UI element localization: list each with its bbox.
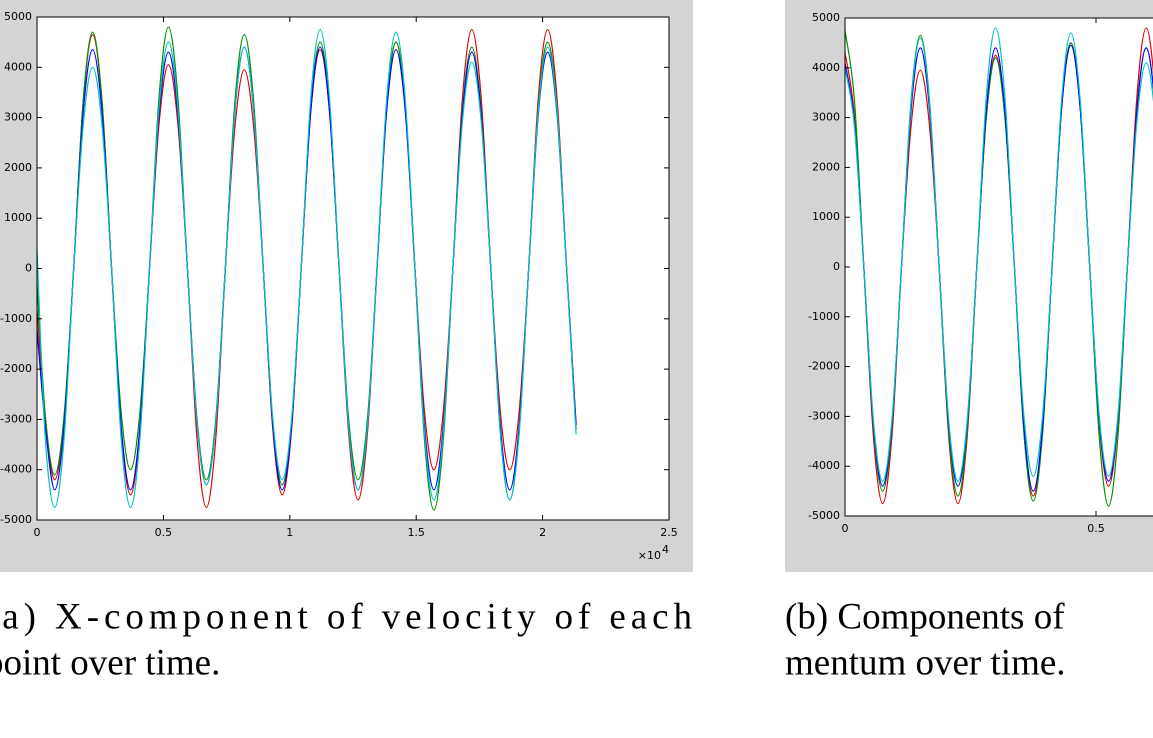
- x-multiplier: ×10: [638, 549, 661, 562]
- x-tick-label: 1.5: [407, 526, 425, 539]
- plot-area: [845, 18, 1153, 516]
- y-tick-label: 1000: [4, 211, 32, 224]
- axes-box: [36, 16, 670, 521]
- x-tick-label: 2.5: [660, 526, 678, 539]
- y-tick-label: -3000: [0, 412, 32, 425]
- y-tick-label: -5000: [0, 513, 32, 526]
- x-tick-label: 0: [34, 526, 41, 539]
- caption: (b) Components of: [785, 596, 1065, 637]
- x-multiplier-exponent: 4: [662, 543, 669, 556]
- plot-lines: [845, 27, 1153, 507]
- y-tick-label: 4000: [4, 60, 32, 73]
- y-tick-label: -1000: [808, 310, 840, 323]
- plot-lines: [37, 26, 577, 511]
- y-tick-label: -4000: [0, 463, 32, 476]
- y-tick-label: -4000: [808, 459, 840, 472]
- series-line: [37, 28, 577, 509]
- y-tick-label: 2000: [4, 161, 32, 174]
- x-tick-label: 0: [842, 522, 849, 535]
- y-tick-label: -5000: [808, 509, 840, 522]
- caption: (a) X-component of velocity of each: [0, 596, 693, 637]
- caption: mentum over time.: [785, 642, 1066, 683]
- y-tick-label: 3000: [4, 111, 32, 124]
- caption: point over time.: [0, 642, 220, 683]
- y-tick-label: 0: [25, 262, 32, 275]
- series-line: [845, 27, 1153, 482]
- y-tick-label: 2000: [812, 160, 840, 173]
- plot-area: [37, 17, 669, 520]
- y-tick-label: -2000: [808, 360, 840, 373]
- x-tick-label: 0.5: [155, 526, 173, 539]
- x-tick-label: 0.5: [1087, 522, 1105, 535]
- x-tick-label: 2: [539, 526, 546, 539]
- y-tick-label: 5000: [4, 10, 32, 23]
- y-tick-label: -1000: [0, 312, 32, 325]
- y-tick-label: 1000: [812, 210, 840, 223]
- y-tick-label: 5000: [812, 11, 840, 24]
- y-tick-label: -3000: [808, 409, 840, 422]
- axes-box: [844, 17, 1153, 517]
- x-tick-label: 1: [286, 526, 293, 539]
- y-tick-label: 4000: [812, 61, 840, 74]
- y-tick-label: -2000: [0, 362, 32, 375]
- y-tick-label: 3000: [812, 111, 840, 124]
- y-tick-label: 0: [833, 260, 840, 273]
